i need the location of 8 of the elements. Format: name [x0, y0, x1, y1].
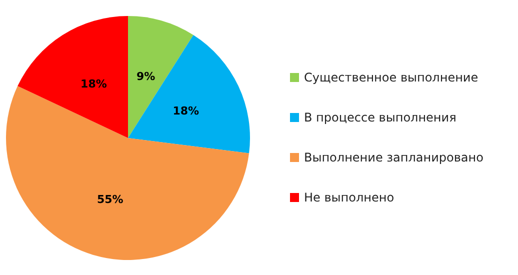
legend-label: Существенное выполнение: [304, 70, 478, 84]
data-label: 55%: [96, 192, 124, 206]
legend-label: Не выполнено: [304, 190, 394, 204]
data-label: 18%: [172, 104, 200, 118]
legend-label: Выполнение запланировано: [304, 150, 484, 164]
data-label: 18%: [80, 77, 107, 90]
data-label: 9%: [136, 70, 156, 84]
legend-label: В процессе выполнения: [304, 110, 456, 124]
